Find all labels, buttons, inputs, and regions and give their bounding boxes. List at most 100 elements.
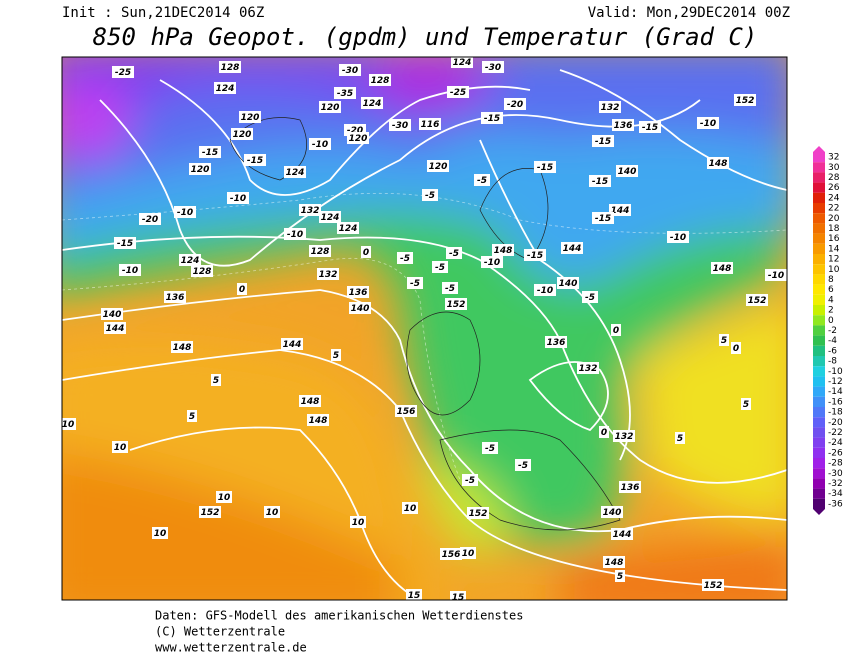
contour-label: 0 [239, 285, 245, 295]
contour-label-box [152, 527, 168, 539]
contour-label: 152 [736, 96, 755, 106]
contour-label: 140 [351, 304, 370, 314]
contour-label: 148 [309, 416, 328, 426]
contour-label-box [402, 502, 418, 514]
contour-label-box [139, 213, 161, 225]
footer-line: www.wetterzentrale.de [155, 641, 307, 655]
contour-label: -15 [202, 148, 218, 158]
contour-label: 148 [301, 397, 320, 407]
contour-label-box [719, 334, 729, 346]
legend-label: -36 [828, 499, 843, 509]
contour-label-box [707, 157, 729, 169]
contour-label: 10 [404, 504, 417, 514]
contour-label: 136 [166, 293, 185, 303]
contour-label-box [460, 547, 476, 559]
contour-label-box [227, 192, 249, 204]
legend-label: -4 [828, 336, 837, 346]
contour-label: 148 [713, 264, 732, 274]
contour-label-box [612, 119, 634, 131]
contour-label-box [407, 277, 423, 289]
contour-label-box [299, 395, 321, 407]
contour-label: 120 [349, 134, 368, 144]
legend-label: 32 [828, 153, 839, 163]
contour-label-box [613, 430, 635, 442]
contour-label: -25 [115, 68, 131, 78]
legend-swatch [813, 335, 825, 346]
contour-label: 124 [339, 224, 358, 234]
contour-label-box [467, 507, 489, 519]
legend-swatch [813, 233, 825, 244]
contour-label: 120 [429, 162, 448, 172]
contour-label-box [191, 265, 213, 277]
contour-label: -15 [595, 214, 611, 224]
legend-label: 30 [828, 163, 840, 173]
contour-label: -10 [287, 230, 303, 240]
contour-label-box [741, 398, 751, 410]
contour-label: 144 [283, 340, 302, 350]
contour-label: 124 [453, 58, 472, 68]
contour-label-box [350, 516, 366, 528]
contour-label: 132 [319, 270, 338, 280]
contour-label-box [601, 506, 623, 518]
contour-label: -15 [117, 239, 133, 249]
legend-label: 0 [828, 316, 834, 326]
contour-label: 10 [218, 493, 231, 503]
contour-label: -15 [595, 137, 611, 147]
contour-label: -5 [445, 284, 455, 294]
contour-label-box [179, 254, 201, 266]
contour-label-box [589, 175, 611, 187]
contour-label-box [104, 322, 126, 334]
contour-label-box [474, 174, 490, 186]
contour-label: 140 [603, 508, 622, 518]
legend-swatch [813, 162, 825, 173]
contour-label: -5 [425, 191, 435, 201]
legend-swatch [813, 356, 825, 367]
contour-label: 144 [611, 206, 630, 216]
contour-label-box [389, 119, 411, 131]
contour-label: -5 [585, 293, 595, 303]
contour-label-box [334, 87, 356, 99]
contour-label: 15 [452, 593, 465, 603]
legend-label: -10 [828, 367, 843, 377]
contour-label-box [615, 570, 625, 582]
contour-label-box [174, 206, 196, 218]
legend-label: -34 [828, 489, 843, 499]
contour-label-box [216, 491, 232, 503]
legend-label: 28 [828, 173, 840, 183]
contour-label-box [675, 432, 685, 444]
contour-label: 10 [114, 443, 127, 453]
legend-label: -12 [828, 377, 843, 387]
legend-label: -22 [828, 428, 843, 438]
legend-swatch [813, 203, 825, 214]
contour-label-box [609, 204, 631, 216]
legend-swatch [813, 213, 825, 224]
legend-swatch [813, 152, 825, 163]
contour-label-box [447, 86, 469, 98]
contour-label: -5 [485, 444, 495, 454]
contour-label: 124 [363, 99, 382, 109]
contour-label-box [231, 128, 253, 140]
contour-label: 132 [579, 364, 598, 374]
contour-label: 152 [201, 508, 220, 518]
legend-label: 24 [828, 193, 840, 203]
contour-label: 5 [721, 336, 727, 346]
contour-label-box [211, 374, 221, 386]
contour-label-box [462, 474, 478, 486]
legend-label: 14 [828, 244, 840, 254]
contour-label: 128 [193, 267, 212, 277]
contour-label-box [349, 302, 371, 314]
contour-label: 156 [442, 550, 461, 560]
contour-label: 144 [106, 324, 125, 334]
contour-label-box [611, 528, 633, 540]
contour-label-box [534, 161, 556, 173]
contour-label: 144 [563, 244, 582, 254]
contour-label-box [765, 269, 787, 281]
contour-label-box [611, 324, 621, 336]
legend-swatch [813, 458, 825, 469]
contour-label-box [199, 506, 221, 518]
legend-swatch [813, 447, 825, 458]
contour-label-box [697, 117, 719, 129]
footer-line: Daten: GFS-Modell des amerikanischen Wet… [155, 609, 523, 623]
